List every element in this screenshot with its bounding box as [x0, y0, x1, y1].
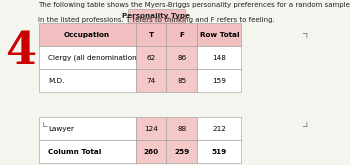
- Text: ⌟: ⌟: [301, 115, 308, 130]
- Text: 4: 4: [5, 30, 36, 73]
- FancyBboxPatch shape: [128, 9, 185, 23]
- Text: Personality Type: Personality Type: [122, 13, 190, 19]
- Text: ⌝: ⌝: [301, 33, 308, 47]
- Text: in the listed professions. T refers to thinking and F refers to feeling.: in the listed professions. T refers to t…: [38, 17, 275, 23]
- Text: ⌞: ⌞: [42, 115, 49, 130]
- Text: The following table shows the Myers-Briggs personality preferences for a random : The following table shows the Myers-Brig…: [38, 2, 350, 8]
